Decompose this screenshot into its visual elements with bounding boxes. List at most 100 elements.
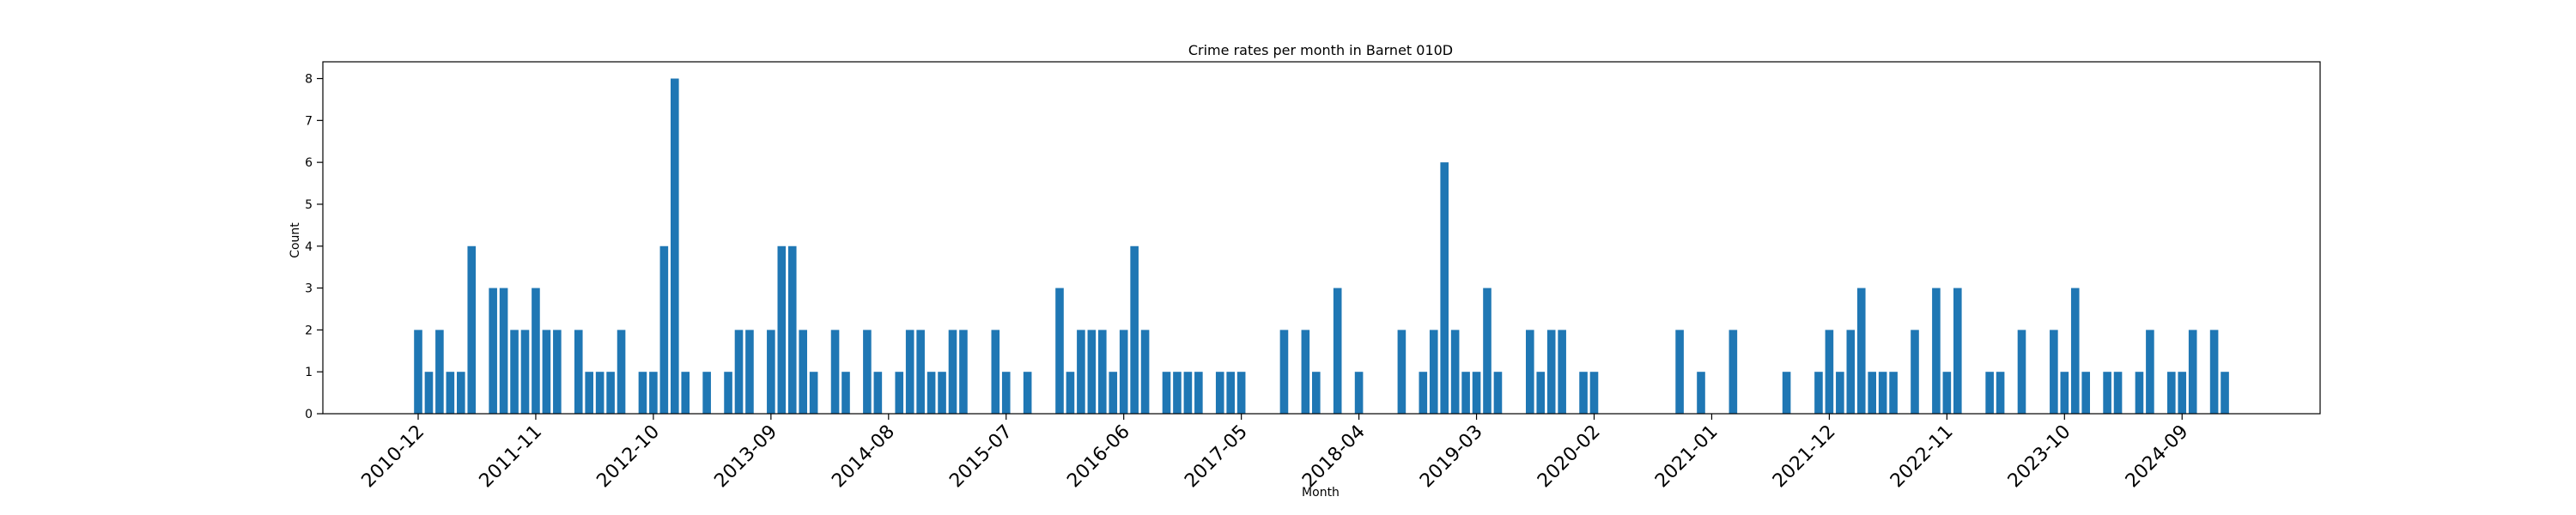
bar-2024-08	[2167, 372, 2176, 414]
bar-2018-04	[1354, 372, 1364, 414]
bar-2011-10	[520, 330, 530, 414]
bar-2017-01	[1194, 372, 1203, 414]
bar-2023-04	[1996, 372, 2005, 414]
bar-2019-02	[1461, 372, 1470, 414]
bar-2012-09	[638, 372, 647, 414]
bar-2024-10	[2188, 330, 2197, 414]
bar-2019-04	[1483, 288, 1492, 414]
y-tick-label: 0	[305, 408, 313, 421]
bar-2025-01	[2221, 372, 2229, 414]
bar-2011-11	[532, 288, 540, 414]
bar-2022-01	[1836, 372, 1844, 414]
bar-2016-04	[1098, 330, 1107, 414]
bar-2019-03	[1472, 372, 1481, 414]
plot-frame	[322, 61, 2321, 415]
bar-2020-01	[1579, 372, 1588, 414]
bar-2022-08	[1911, 330, 1919, 414]
chart-title: Crime rates per month in Barnet 010D	[1188, 42, 1453, 58]
bar-2018-11	[1429, 330, 1438, 414]
bar-2016-10	[1162, 372, 1171, 414]
x-tick-label: 2016-06	[1063, 421, 1134, 493]
bar-2016-05	[1109, 372, 1118, 414]
bar-2023-03	[1985, 372, 1994, 414]
bar-2012-01	[553, 330, 562, 414]
bar-2017-12	[1312, 372, 1321, 414]
x-tick-label: 2021-12	[1769, 421, 1840, 493]
bar-2011-04	[457, 372, 465, 414]
bar-2016-01	[1066, 372, 1075, 414]
bar-2013-11	[787, 245, 797, 414]
x-axis: 2010-12 2011-11 2012-10 2013-09 2014-08 2015-…	[358, 414, 2193, 493]
bar-2012-03	[574, 330, 583, 414]
bars-group	[414, 78, 2229, 415]
bar-2022-03	[1856, 288, 1866, 414]
bar-2011-05	[467, 245, 477, 414]
bar-2014-10	[905, 330, 914, 414]
bar-2011-08	[499, 288, 508, 414]
bar-2012-06	[606, 372, 615, 414]
bar-2018-10	[1419, 372, 1428, 414]
bar-2015-07	[1001, 372, 1011, 414]
bar-2012-04	[585, 372, 593, 414]
bar-2022-04	[1868, 372, 1876, 414]
bar-2015-12	[1055, 288, 1064, 414]
bar-2016-12	[1183, 372, 1193, 414]
bar-2017-04	[1226, 372, 1235, 414]
bar-2020-10	[1675, 330, 1684, 414]
bar-2023-12	[2081, 372, 2090, 414]
bar-2021-08	[1782, 372, 1791, 414]
bar-2024-09	[2178, 372, 2187, 414]
y-tick-label: 5	[305, 198, 313, 212]
bar-2014-01	[809, 372, 818, 414]
bar-2014-06	[863, 330, 872, 414]
x-tick-label: 2017-05	[1181, 421, 1252, 493]
bar-2013-06	[734, 330, 744, 414]
x-tick-label: 2023-10	[2004, 421, 2075, 493]
y-axis: 0 1 2 3 4 5 6 7 8	[305, 73, 323, 421]
bar-2019-08	[1526, 330, 1534, 414]
x-tick-label: 2010-12	[358, 421, 429, 493]
bar-2011-01	[424, 372, 434, 414]
bar-2018-12	[1440, 162, 1449, 414]
bar-2013-12	[799, 330, 807, 414]
bar-2022-05	[1878, 372, 1887, 414]
x-tick-label: 2012-10	[592, 421, 664, 493]
bar-2021-11	[1814, 372, 1823, 414]
bar-2018-08	[1397, 330, 1406, 414]
bar-2015-02	[948, 330, 957, 414]
bar-2012-11	[659, 245, 669, 414]
bar-2015-03	[959, 330, 968, 414]
bar-2014-11	[916, 330, 925, 414]
bar-2014-03	[830, 330, 840, 414]
bar-2023-06	[2017, 330, 2026, 414]
bar-2012-12	[671, 78, 679, 415]
bar-2022-12	[1953, 288, 1962, 414]
bar-2022-06	[1889, 372, 1898, 414]
y-tick-label: 3	[305, 282, 313, 296]
bar-2017-03	[1215, 372, 1224, 414]
bar-2018-02	[1333, 288, 1342, 414]
bar-2024-12	[2209, 330, 2219, 414]
bar-2014-07	[873, 372, 883, 414]
bar-2021-12	[1825, 330, 1834, 414]
bar-2016-07	[1130, 245, 1139, 414]
x-tick-label: 2020-02	[1534, 421, 1605, 493]
x-tick-label: 2014-08	[828, 421, 899, 493]
bar-2016-11	[1173, 372, 1182, 414]
x-tick-label: 2021-01	[1651, 421, 1722, 493]
y-axis-label: Count	[289, 222, 302, 258]
x-tick-label: 2018-04	[1298, 421, 1370, 493]
y-tick-label: 6	[305, 156, 313, 170]
bar-2022-11	[1942, 372, 1952, 414]
bar-2011-07	[489, 288, 497, 414]
bar-2015-06	[991, 330, 1000, 414]
bar-2024-02	[2103, 372, 2111, 414]
bar-2019-09	[1536, 372, 1546, 414]
bar-2014-04	[841, 372, 850, 414]
x-tick-label: 2015-07	[945, 421, 1017, 493]
x-tick-label: 2024-09	[2122, 421, 2193, 493]
y-tick-label: 1	[305, 366, 313, 379]
bar-2010-12	[414, 330, 422, 414]
x-tick-label: 2011-11	[476, 421, 547, 493]
bar-2019-11	[1558, 330, 1566, 414]
